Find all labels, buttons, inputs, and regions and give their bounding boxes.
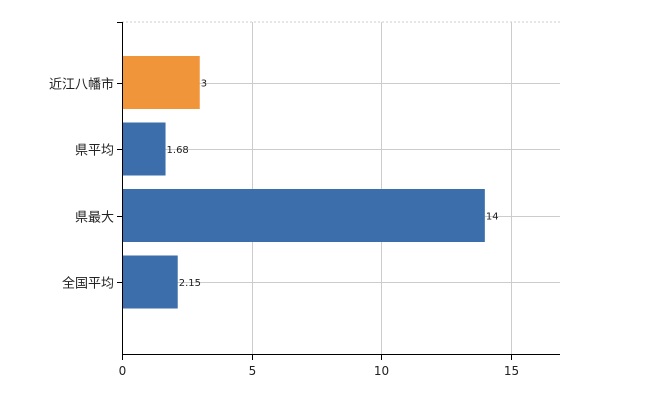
category-label: 県最大 [75,211,114,226]
bar [122,189,485,242]
bars [122,56,485,309]
x-tick-label: 10 [374,364,389,378]
data-label: 14 [486,212,499,223]
data-label: 3 [201,79,207,90]
x-tick-label: 15 [504,364,519,378]
x-tick-label: 0 [119,364,127,378]
category-label: 県平均 [75,144,114,159]
bar [122,56,200,109]
x-tick-label: 5 [249,364,257,378]
data-label: 2.15 [179,278,201,289]
category-label: 全国平均 [62,276,114,292]
axes [117,22,560,360]
bar [122,255,178,309]
data-label: 1.68 [167,145,189,156]
category-label: 近江八幡市 [49,77,114,93]
bar [122,122,166,176]
